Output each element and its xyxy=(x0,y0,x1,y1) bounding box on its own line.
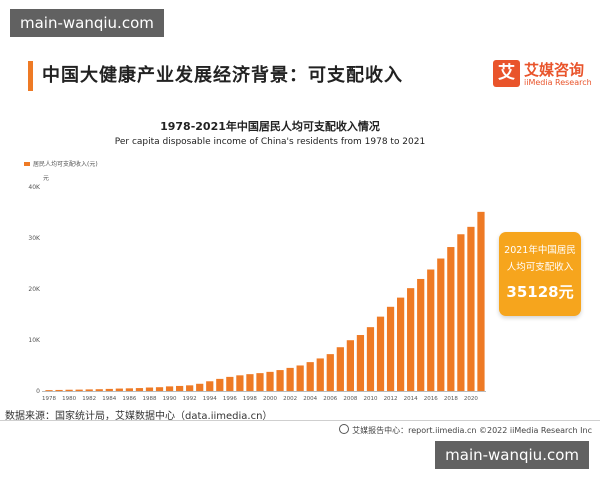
bar-1990 xyxy=(165,386,174,391)
x-tick-label: 1990 xyxy=(163,396,177,402)
bar-2005 xyxy=(316,358,324,391)
brand-name: 艾媒咨询 xyxy=(524,61,585,79)
brand-name-en: iiMedia Research xyxy=(524,78,592,87)
bar-1980 xyxy=(65,389,73,391)
bar-2009 xyxy=(356,335,365,391)
bar-1985 xyxy=(115,388,123,391)
bar-1999 xyxy=(256,373,264,391)
x-tick-label: 1986 xyxy=(122,396,136,402)
bar-1995 xyxy=(216,378,224,391)
bar-1986 xyxy=(125,388,133,391)
x-tick-label: 1994 xyxy=(203,396,217,402)
bar-2020 xyxy=(467,226,475,391)
bar-2017 xyxy=(437,258,445,391)
bar-2014 xyxy=(407,288,415,391)
bar-2015 xyxy=(417,278,425,391)
bar-2018 xyxy=(447,247,455,391)
page-title: 中国大健康产业发展经济背景：可支配收入 xyxy=(42,65,403,86)
title-accent-bar xyxy=(28,61,33,91)
y-tick-label: 30K xyxy=(28,235,41,242)
globe-icon xyxy=(339,424,350,434)
x-tick-label: 2000 xyxy=(263,396,277,402)
bar-1982 xyxy=(85,389,93,391)
x-tick-label: 2016 xyxy=(424,396,438,402)
x-tick-label: 1982 xyxy=(82,396,96,402)
bar-1994 xyxy=(206,381,214,391)
bar-1983 xyxy=(95,389,103,391)
callout-value: 35128元 xyxy=(506,283,574,301)
x-tick-label: 2012 xyxy=(384,396,398,402)
data-source: 数据来源：国家统计局，艾媒数据中心（data.iimedia.cn） xyxy=(5,411,273,422)
bar-2016 xyxy=(427,269,435,391)
y-axis-unit: 元 xyxy=(43,175,49,182)
bar-1978 xyxy=(45,390,53,391)
y-tick-label: 10K xyxy=(28,337,41,344)
y-tick-label: 0 xyxy=(36,388,40,395)
bar-1992 xyxy=(186,385,194,391)
bar-1987 xyxy=(135,388,144,391)
bar-2013 xyxy=(397,297,405,391)
bar-chart: 居民人均可支配收入(元) 元 0 10K 20K 30K 40K 1978 1980 198… xyxy=(24,160,486,402)
bar-2006 xyxy=(326,354,334,391)
bar-2002 xyxy=(286,367,294,391)
bar-2007 xyxy=(336,347,344,391)
x-tick-label: 2020 xyxy=(464,396,478,402)
bar-1997 xyxy=(236,375,244,391)
x-tick-label: 2008 xyxy=(343,396,357,402)
bar-2000 xyxy=(266,371,274,391)
x-tick-label: 1998 xyxy=(243,396,257,402)
y-tick-label: 40K xyxy=(28,184,41,191)
bar-2011 xyxy=(376,316,385,391)
bar-1981 xyxy=(75,389,83,391)
chart-title: 1978-2021年中国居民人均可支配收入情况 xyxy=(160,120,380,133)
bar-2008 xyxy=(346,340,354,391)
bar-2021 xyxy=(477,211,485,391)
bar-2001 xyxy=(276,370,284,391)
footer-report: 艾媒报告中心：report.iimedia.cn ©2022 iiMedia R… xyxy=(339,424,592,436)
bar-2003 xyxy=(296,365,304,391)
bar-2010 xyxy=(366,327,375,391)
bar-1984 xyxy=(105,388,113,391)
footer-report-text: 艾媒报告中心：report.iimedia.cn ©2022 iiMedia R… xyxy=(352,426,592,435)
callout-line2: 人均可支配收入 xyxy=(506,262,574,273)
x-tick-label: 2004 xyxy=(303,396,317,402)
bar-1988 xyxy=(145,387,154,391)
x-tick-label: 2014 xyxy=(404,396,418,402)
x-tick-label: 1988 xyxy=(142,396,156,402)
legend-label: 居民人均可支配收入(元) xyxy=(33,160,98,168)
legend-swatch xyxy=(24,162,30,166)
x-tick-label: 2006 xyxy=(323,396,337,402)
watermark-bottom: main-wanqiu.com xyxy=(435,441,589,469)
bar-2012 xyxy=(386,306,395,391)
x-tick-label: 1980 xyxy=(62,396,76,402)
x-tick-label: 1996 xyxy=(223,396,237,402)
bar-1996 xyxy=(226,376,234,391)
x-tick-label: 2002 xyxy=(283,396,297,402)
bar-2019 xyxy=(457,234,465,391)
bar-1979 xyxy=(55,389,63,391)
chart-subtitle: Per capita disposable income of China's … xyxy=(114,137,426,147)
y-tick-label: 20K xyxy=(28,286,41,293)
bar-1991 xyxy=(176,385,184,391)
bar-2004 xyxy=(306,362,314,391)
brand-mark-icon: 艾 xyxy=(493,60,520,87)
x-tick-label: 2018 xyxy=(444,396,458,402)
bar-1989 xyxy=(155,387,164,391)
x-tick-label: 1992 xyxy=(183,396,197,402)
callout-line1: 2021年中国居民 xyxy=(504,245,576,256)
chart-legend: 居民人均可支配收入(元) xyxy=(24,160,98,168)
x-tick-label: 1978 xyxy=(42,396,56,402)
bar-1993 xyxy=(196,383,204,391)
x-tick-label: 2010 xyxy=(363,396,377,402)
bar-1998 xyxy=(246,374,254,391)
x-tick-label: 1984 xyxy=(102,396,116,402)
watermark-top: main-wanqiu.com xyxy=(10,9,164,37)
highlight-callout: 2021年中国居民 人均可支配收入 35128元 xyxy=(499,232,581,316)
footer-divider xyxy=(0,420,600,421)
